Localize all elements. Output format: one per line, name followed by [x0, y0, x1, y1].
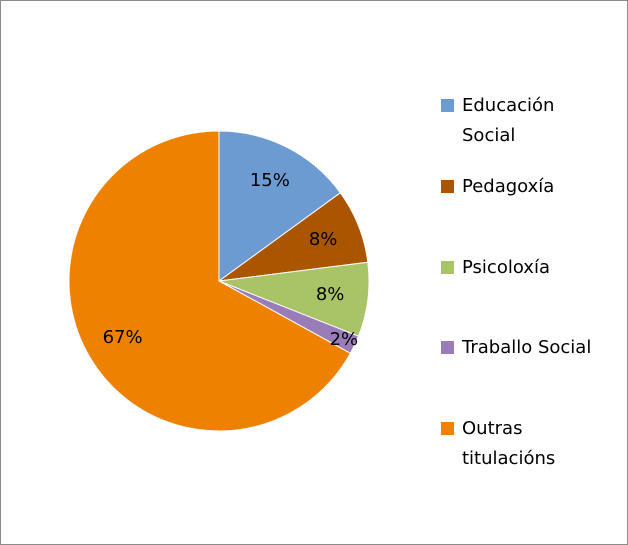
legend-item: Outras titulacións	[441, 414, 621, 474]
data-label: 67%	[103, 327, 143, 348]
legend-item: Educación Social	[441, 91, 621, 151]
legend-item: Traballo Social	[441, 333, 621, 363]
pie-slice	[218, 130, 342, 282]
legend-label: Traballo Social	[462, 337, 592, 358]
pie-area: 15% 8% 8% 2% 67%	[68, 130, 370, 432]
legend-label: Pedagoxía	[462, 176, 555, 197]
data-label: 8%	[316, 284, 345, 305]
data-label: 2%	[330, 329, 359, 350]
legend-swatch	[441, 180, 454, 193]
legend-label: Outras titulacións	[462, 418, 556, 469]
legend-swatch	[441, 422, 454, 435]
data-label: 8%	[309, 229, 338, 250]
legend-item: Psicoloxía	[441, 253, 621, 283]
legend-swatch	[441, 99, 454, 112]
legend-item: Pedagoxía	[441, 172, 621, 202]
legend-label: Psicoloxía	[462, 257, 550, 278]
legend-swatch	[441, 341, 454, 354]
legend-swatch	[441, 261, 454, 274]
pie-slice	[68, 130, 352, 432]
legend-label: Educación Social	[462, 95, 555, 146]
data-label: 15%	[250, 170, 290, 191]
